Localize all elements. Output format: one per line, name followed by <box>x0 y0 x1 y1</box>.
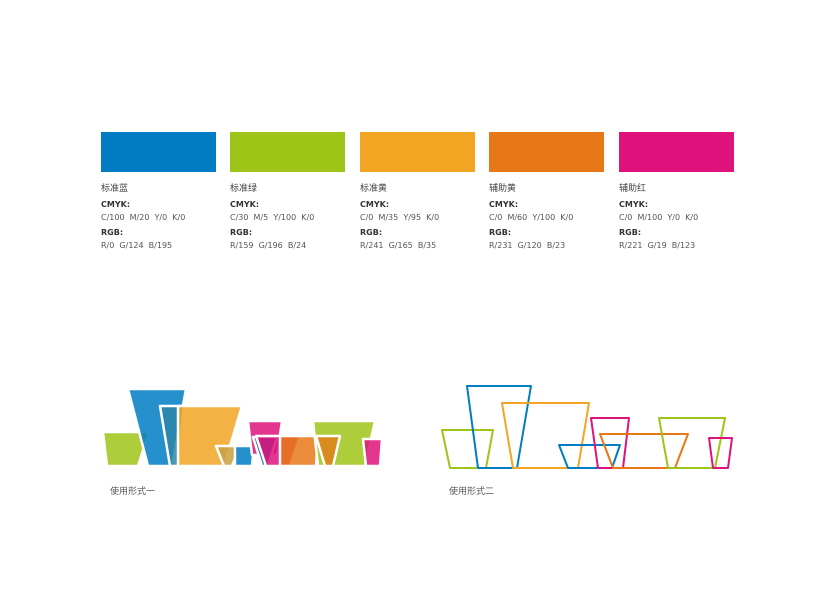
color-swatch: 辅助红 CMYK: C/0 M/100 Y/0 K/0 RGB: R/221 G… <box>619 132 734 251</box>
trapezoid-shape <box>708 437 733 469</box>
color-chip <box>360 132 475 172</box>
color-name: 标准绿 <box>230 184 258 194</box>
trapezoid-shape <box>658 417 726 469</box>
color-name: 标准蓝 <box>101 184 129 194</box>
cmyk-value: C/30 M/5 Y/100 K/0 <box>230 213 315 222</box>
usage-form-2-caption: 使用形式二 <box>449 487 495 497</box>
cmyk-value: C/0 M/60 Y/100 K/0 <box>489 213 574 222</box>
usage-form-2-graphic <box>441 385 733 469</box>
trapezoid-shape <box>501 402 590 469</box>
usage-form-1-caption: 使用形式一 <box>110 487 156 497</box>
rgb-label: RGB: <box>360 228 383 237</box>
rgb-label: RGB: <box>489 228 512 237</box>
rgb-value: R/159 G/196 B/24 <box>230 241 307 250</box>
color-chip <box>101 132 216 172</box>
cmyk-label: CMYK: <box>360 200 390 209</box>
rgb-value: R/231 G/120 B/23 <box>489 241 566 250</box>
rgb-value: R/221 G/19 B/123 <box>619 241 696 250</box>
trapezoid-shape <box>466 385 532 469</box>
cmyk-label: CMYK: <box>489 200 519 209</box>
trapezoid-shape <box>278 434 320 468</box>
cmyk-value: C/100 M/20 Y/0 K/0 <box>101 213 186 222</box>
color-name: 辅助红 <box>619 184 647 194</box>
cmyk-label: CMYK: <box>230 200 260 209</box>
rgb-label: RGB: <box>101 228 124 237</box>
rgb-value: R/0 G/124 B/195 <box>101 241 173 250</box>
cmyk-value: C/0 M/100 Y/0 K/0 <box>619 213 699 222</box>
cmyk-label: CMYK: <box>101 200 131 209</box>
cmyk-value: C/0 M/35 Y/95 K/0 <box>360 213 440 222</box>
color-swatch: 标准蓝 CMYK: C/100 M/20 Y/0 K/0 RGB: R/0 G/… <box>101 132 216 251</box>
color-chip <box>230 132 345 172</box>
trapezoid-shape <box>441 429 494 469</box>
trapezoid-shape <box>314 434 342 468</box>
color-name: 辅助黄 <box>489 184 517 194</box>
usage-form-1-graphic <box>101 387 384 468</box>
trapezoid-shape <box>101 430 151 468</box>
color-swatch: 标准黄 CMYK: C/0 M/35 Y/95 K/0 RGB: R/241 G… <box>360 132 475 251</box>
trapezoid-shape <box>233 444 256 468</box>
color-swatch: 辅助黄 CMYK: C/0 M/60 Y/100 K/0 RGB: R/231 … <box>489 132 604 251</box>
color-name: 标准黄 <box>360 184 388 194</box>
cmyk-label: CMYK: <box>619 200 649 209</box>
trapezoid-shape <box>361 437 384 468</box>
color-chip <box>619 132 734 172</box>
rgb-value: R/241 G/165 B/35 <box>360 241 437 250</box>
color-chip <box>489 132 604 172</box>
rgb-label: RGB: <box>230 228 253 237</box>
color-swatch: 标准绿 CMYK: C/30 M/5 Y/100 K/0 RGB: R/159 … <box>230 132 345 251</box>
rgb-label: RGB: <box>619 228 642 237</box>
